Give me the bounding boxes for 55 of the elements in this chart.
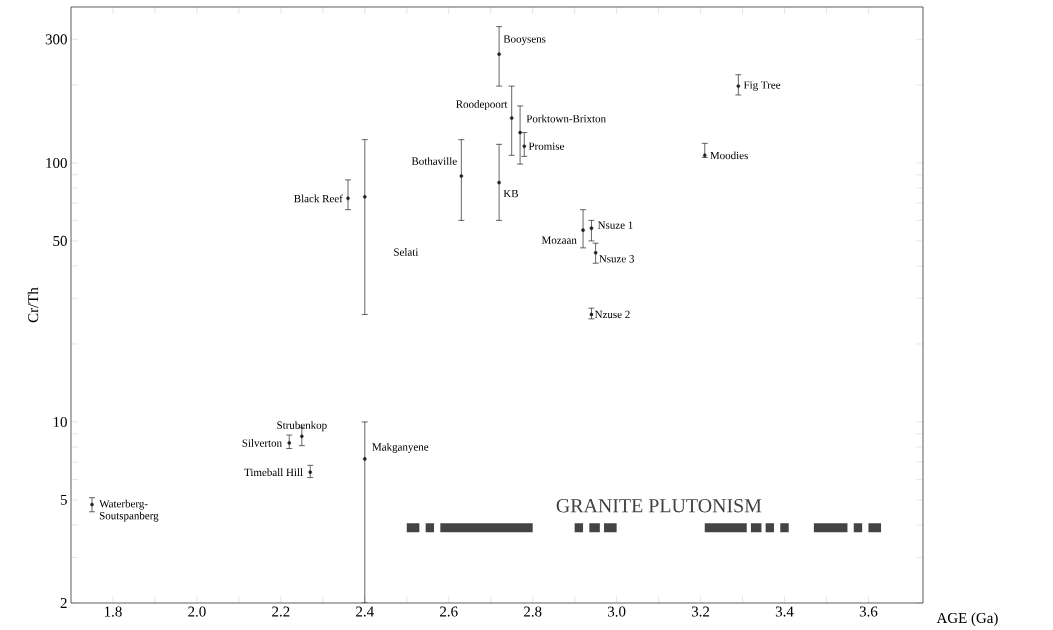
annotation: Selati: [394, 248, 419, 256]
annotation: Bothaville: [411, 157, 457, 165]
x-axis-title: AGE (Ga): [936, 612, 998, 627]
point: [300, 434, 304, 439]
x-tick-label: 2.4: [356, 606, 374, 617]
point: [497, 180, 501, 185]
x-tick-label: 3.6: [859, 606, 878, 617]
point: [459, 174, 464, 178]
annotation: Fig Tree: [743, 81, 781, 91]
point: [509, 116, 514, 120]
annotation: Moodies: [710, 151, 748, 160]
y-tick-label: 100: [46, 157, 67, 168]
annotation: Porktown-Brixton: [526, 114, 606, 123]
x-tick-label: 2.8: [524, 606, 542, 617]
point: [346, 196, 350, 201]
annotation: Booysens: [503, 35, 546, 45]
annotation: Silverton: [242, 439, 282, 447]
point: [287, 441, 292, 445]
point: [363, 457, 367, 461]
x-tick-label: 3.0: [608, 606, 626, 617]
annotation: Strubenkop: [277, 421, 327, 432]
point: [518, 130, 522, 135]
annotation: GRANITE PLUTONISM: [556, 499, 762, 513]
x-tick-label: 3.2: [691, 606, 710, 617]
point: [363, 195, 367, 199]
x-tick-label: 1.8: [104, 606, 122, 617]
x-tick-label: 3.4: [775, 606, 794, 617]
annotation: Nsuze 1: [597, 221, 633, 229]
annotation: Waterberg-Soutspanberg: [99, 499, 159, 522]
annotation: Nsuze 3: [599, 255, 635, 263]
annotation: Roodepoort: [456, 100, 508, 111]
annotation: Timeball Hill: [244, 468, 303, 477]
y-tick-label: 5: [60, 494, 67, 505]
annotation: Makganyene: [372, 442, 429, 453]
point: [581, 228, 585, 232]
x-tick-label: 2.6: [440, 606, 458, 617]
point: [308, 470, 313, 474]
point: [90, 502, 94, 507]
x-tick-label: 2.0: [188, 606, 206, 617]
y-axis-title: Cr/Th: [27, 287, 39, 323]
annotation: KB: [503, 189, 518, 198]
point: [736, 84, 741, 88]
annotation: Black Reef: [294, 194, 343, 203]
point: [593, 250, 598, 255]
y-tick-label: 50: [53, 235, 67, 246]
point: [589, 226, 594, 230]
y-tick-label: 300: [45, 34, 67, 45]
y-tick-label: 2: [60, 598, 67, 608]
annotation: Nzuse 2: [594, 310, 630, 319]
annotation: Promise: [528, 142, 565, 150]
annotation: Mozaan: [541, 236, 577, 244]
x-tick-label: 2.2: [272, 606, 290, 617]
point: [497, 52, 501, 56]
y-tick-label: 10: [53, 416, 67, 427]
point: [522, 144, 527, 149]
